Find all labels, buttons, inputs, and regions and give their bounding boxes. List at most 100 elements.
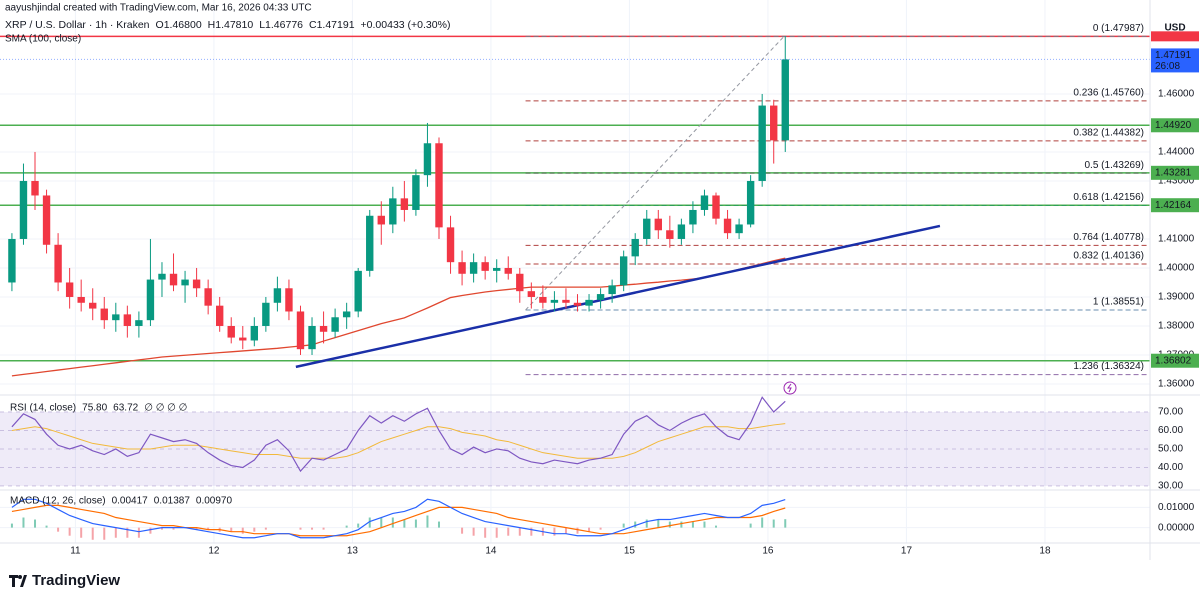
candle-body (458, 262, 466, 274)
candle-body (169, 273, 178, 286)
rsi-tick-label: 40.00 (1158, 462, 1183, 473)
macd-histogram-bar (380, 517, 383, 528)
macd-histogram-bar (403, 519, 406, 528)
candle-body (573, 302, 582, 306)
macd-line (11, 498, 786, 539)
candle-body (377, 215, 385, 225)
candle-body (412, 175, 420, 210)
macd-histogram-bar (357, 523, 360, 528)
macd-histogram-bar (703, 521, 706, 528)
fib-level-label: 0.764 (1.40778) (1073, 232, 1144, 243)
candle-body (608, 285, 616, 295)
candle-body (366, 215, 374, 271)
candle-body (723, 218, 732, 234)
candle-body (550, 299, 559, 303)
candle-body (435, 143, 443, 228)
x-tick-label: 12 (208, 546, 220, 557)
candle-body (493, 267, 501, 271)
macd-tick-label: 0.00000 (1158, 522, 1195, 533)
candle-body (712, 195, 720, 219)
candle-body (54, 244, 62, 283)
candle-body (227, 325, 235, 338)
candle-body (423, 143, 432, 176)
candle-body (689, 209, 697, 225)
rsi-legend: RSI (14, close) (10, 403, 76, 414)
macd-histogram-bar (299, 527, 302, 530)
candle-body (8, 238, 16, 283)
candle-body (31, 180, 39, 196)
macd-histogram-bar (160, 527, 163, 530)
candle-body (700, 195, 709, 210)
fib-level-label: 1.236 (1.36324) (1073, 361, 1144, 372)
rsi-value: 75.80 (82, 403, 107, 414)
plot-layer (0, 35, 1150, 540)
macd-histogram-bar (22, 517, 25, 528)
brand-logo (9, 575, 27, 587)
macd-histogram-bar (264, 527, 267, 530)
fib-level-label: 0.618 (1.42156) (1073, 192, 1144, 203)
candle-body (65, 282, 74, 297)
candle-body (746, 180, 755, 225)
level-price-box (1151, 353, 1199, 368)
candle-body (215, 305, 224, 326)
rsi-band (0, 412, 1150, 486)
macd-histogram-bar (772, 519, 775, 528)
y-tick-label: 1.36000 (1158, 379, 1195, 390)
macd-histogram-bar (253, 527, 256, 532)
rsi-line (11, 396, 786, 473)
candle-body (42, 195, 51, 245)
brand: TradingView (32, 572, 120, 589)
candle-body (331, 317, 339, 332)
level-price-label: 1.43281 (1155, 167, 1192, 178)
fib-level-label: 0.832 (1.40136) (1073, 251, 1144, 262)
macd-histogram-bar (322, 527, 325, 530)
macd-histogram-bar (507, 527, 510, 536)
macd-histogram-bar (588, 527, 591, 532)
last-price-label: 1.47191 (1155, 50, 1192, 61)
label-layer: aayushjindal created with TradingView.co… (5, 3, 1199, 557)
candle-body (146, 279, 155, 321)
macd-histogram-bar (530, 527, 533, 536)
alert-circle (783, 381, 797, 395)
macd-histogram-bar (553, 527, 556, 536)
symbol-title: XRP / U.S. Dollar · 1h · Kraken (5, 19, 150, 31)
candle-body (181, 279, 189, 286)
macd-histogram-bar (680, 521, 683, 528)
macd-histogram-bar (126, 527, 129, 538)
macd-histogram-bar (368, 517, 371, 528)
candle-body (158, 273, 166, 280)
rsi-tick-label: 50.00 (1158, 444, 1183, 455)
rsi-tick-label: 60.00 (1158, 425, 1183, 436)
level-price-box (1151, 165, 1199, 180)
level-price-label: 1.36802 (1155, 355, 1192, 366)
last-price-box (1151, 48, 1199, 73)
macd-histogram-bar (668, 521, 671, 528)
currency: USD (1164, 23, 1185, 34)
macd-histogram-bar (149, 527, 152, 534)
quote-value: O1.46800 (156, 19, 202, 31)
candle-body (19, 180, 28, 239)
macd-histogram-bar (80, 527, 83, 538)
rsi-tick-label: 30.00 (1158, 481, 1183, 492)
candle-body (446, 227, 455, 263)
macd-histogram-bar (45, 525, 48, 528)
candle-body (89, 302, 97, 309)
candle-body (389, 198, 397, 225)
macd-histogram-bar (10, 523, 13, 528)
macd-value: 0.00970 (196, 496, 233, 507)
macd-histogram-bar (57, 527, 60, 532)
quote-value: H1.47810 (208, 19, 254, 31)
x-tick-label: 16 (762, 546, 774, 557)
x-tick-label: 13 (347, 546, 359, 557)
fib-level-label: 0.5 (1.43269) (1085, 160, 1145, 171)
y-tick-label: 1.38000 (1158, 321, 1195, 332)
macd-histogram-bar (391, 517, 394, 528)
candle-body (585, 299, 593, 306)
quote-value: C1.47191 (309, 19, 355, 31)
quote-value: +0.00433 (+0.30%) (361, 19, 451, 31)
y-tick-label: 1.43000 (1158, 176, 1195, 187)
macd-histogram-bar (91, 527, 94, 540)
x-tick-label: 18 (1039, 546, 1051, 557)
macd-tick-label: 0.01000 (1158, 502, 1195, 513)
candle-body (354, 270, 362, 312)
